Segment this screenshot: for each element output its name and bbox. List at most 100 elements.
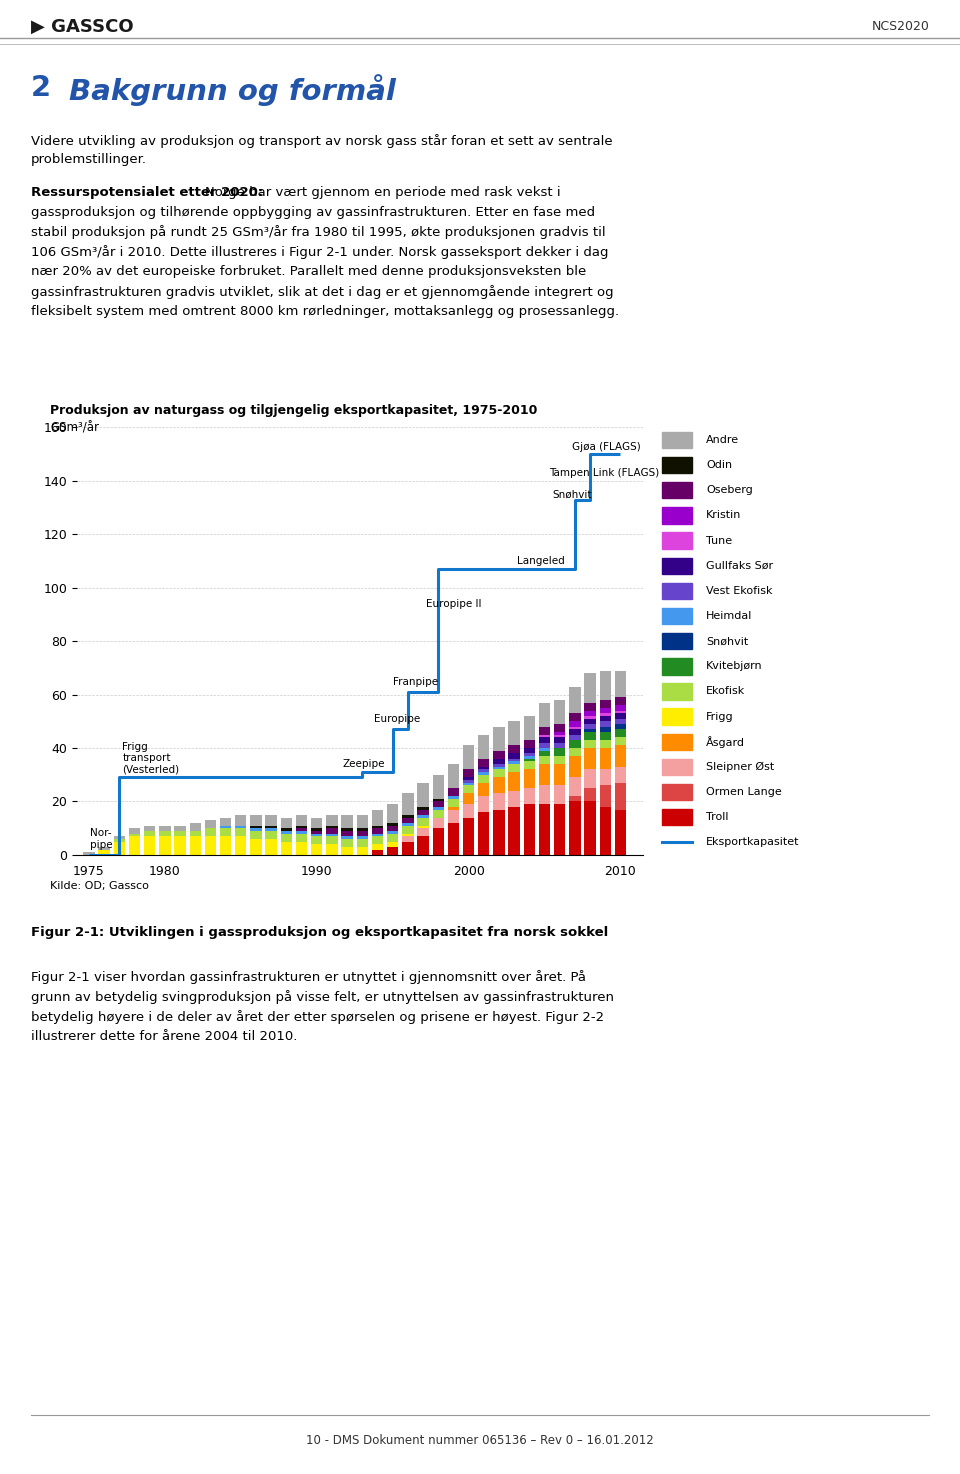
Bar — [463, 780, 474, 783]
Bar — [220, 828, 231, 836]
Bar — [433, 802, 444, 806]
Bar — [523, 759, 535, 762]
Text: illustrerer dette for årene 2004 til 2010.: illustrerer dette for årene 2004 til 201… — [31, 1029, 297, 1042]
Bar — [342, 839, 352, 848]
Text: 106 GSm³/år i 2010. Dette illustreres i Figur 2-1 under. Norsk gasseksport dekke: 106 GSm³/år i 2010. Dette illustreres i … — [31, 246, 609, 259]
Text: Snøhvit: Snøhvit — [552, 489, 591, 500]
Bar — [447, 799, 459, 806]
Bar — [129, 834, 140, 836]
Bar — [463, 793, 474, 805]
Bar — [600, 806, 611, 855]
Bar — [585, 703, 596, 710]
Bar — [189, 836, 201, 855]
Bar — [372, 834, 383, 836]
Bar — [280, 828, 292, 831]
Bar — [433, 799, 444, 802]
Text: Bakgrunn og formål: Bakgrunn og formål — [69, 74, 396, 106]
Text: Kristin: Kristin — [706, 510, 741, 520]
Bar — [129, 836, 140, 855]
Bar — [447, 806, 459, 809]
Bar — [523, 749, 535, 753]
Bar — [523, 740, 535, 749]
Bar — [113, 836, 125, 839]
Bar — [614, 706, 626, 710]
Bar — [493, 750, 505, 759]
Bar — [266, 828, 276, 831]
Bar — [662, 557, 692, 573]
Bar — [539, 786, 550, 805]
Bar — [387, 848, 398, 855]
Bar — [493, 777, 505, 793]
Bar — [585, 740, 596, 749]
Text: problemstillinger.: problemstillinger. — [31, 153, 147, 167]
Bar — [554, 805, 565, 855]
Bar — [585, 749, 596, 769]
Bar — [311, 831, 323, 834]
Bar — [342, 848, 352, 855]
Bar — [463, 777, 474, 780]
Text: nær 20% av det europeiske forbruket. Parallelt med denne produksjonsveksten ble: nær 20% av det europeiske forbruket. Par… — [31, 265, 586, 279]
Bar — [144, 825, 156, 831]
Text: Ressurspotensialet etter 2020:: Ressurspotensialet etter 2020: — [31, 186, 263, 199]
Bar — [280, 831, 292, 834]
Bar — [418, 818, 429, 825]
Bar — [463, 746, 474, 769]
Bar — [251, 831, 262, 839]
Bar — [280, 834, 292, 842]
Bar — [220, 836, 231, 855]
Bar — [326, 825, 338, 828]
Bar — [402, 834, 414, 836]
Bar — [509, 746, 519, 753]
Bar — [266, 839, 276, 855]
Bar — [463, 805, 474, 818]
Text: Åsgard: Åsgard — [706, 736, 745, 747]
Bar — [418, 806, 429, 809]
Bar — [600, 708, 611, 713]
Bar — [554, 756, 565, 764]
Bar — [614, 737, 626, 746]
Bar — [251, 815, 262, 825]
Bar — [523, 762, 535, 769]
Bar — [311, 845, 323, 855]
Bar — [493, 727, 505, 750]
Text: Nor-
pipe: Nor- pipe — [90, 828, 113, 849]
Bar — [662, 659, 692, 675]
Bar — [569, 802, 581, 855]
Bar — [99, 848, 109, 849]
Text: 2: 2 — [31, 74, 51, 102]
Bar — [402, 825, 414, 834]
Bar — [220, 818, 231, 825]
Text: Kvitebjørn: Kvitebjørn — [706, 662, 762, 671]
Bar — [235, 828, 247, 836]
Text: Europipe: Europipe — [374, 713, 420, 724]
Bar — [569, 777, 581, 796]
Bar — [296, 834, 307, 842]
Bar — [662, 482, 692, 498]
Bar — [569, 740, 581, 749]
Text: Figur 2-1 viser hvordan gassinfrastrukturen er utnyttet i gjennomsnitt over året: Figur 2-1 viser hvordan gassinfrastruktu… — [31, 970, 586, 983]
Bar — [418, 809, 429, 815]
Text: gassinfrastrukturen gradvis utviklet, slik at det i dag er et gjennomgående inte: gassinfrastrukturen gradvis utviklet, sl… — [31, 286, 613, 299]
Bar — [662, 532, 692, 548]
Bar — [539, 743, 550, 749]
Bar — [569, 687, 581, 713]
Bar — [478, 766, 490, 769]
Bar — [523, 805, 535, 855]
Bar — [539, 750, 550, 756]
Bar — [554, 724, 565, 733]
Bar — [326, 845, 338, 855]
Bar — [402, 815, 414, 818]
Bar — [296, 815, 307, 825]
Text: Ormen Lange: Ormen Lange — [706, 787, 781, 797]
Bar — [418, 815, 429, 818]
Bar — [600, 740, 611, 749]
Text: Kilde: OD; Gassco: Kilde: OD; Gassco — [50, 881, 149, 892]
Bar — [356, 831, 368, 836]
Bar — [478, 734, 490, 759]
Bar — [387, 831, 398, 834]
Bar — [296, 842, 307, 855]
Bar — [569, 730, 581, 734]
Bar — [113, 839, 125, 842]
Text: Videre utvikling av produksjon og transport av norsk gass står foran et sett av : Videre utvikling av produksjon og transp… — [31, 134, 612, 147]
Bar — [356, 839, 368, 848]
